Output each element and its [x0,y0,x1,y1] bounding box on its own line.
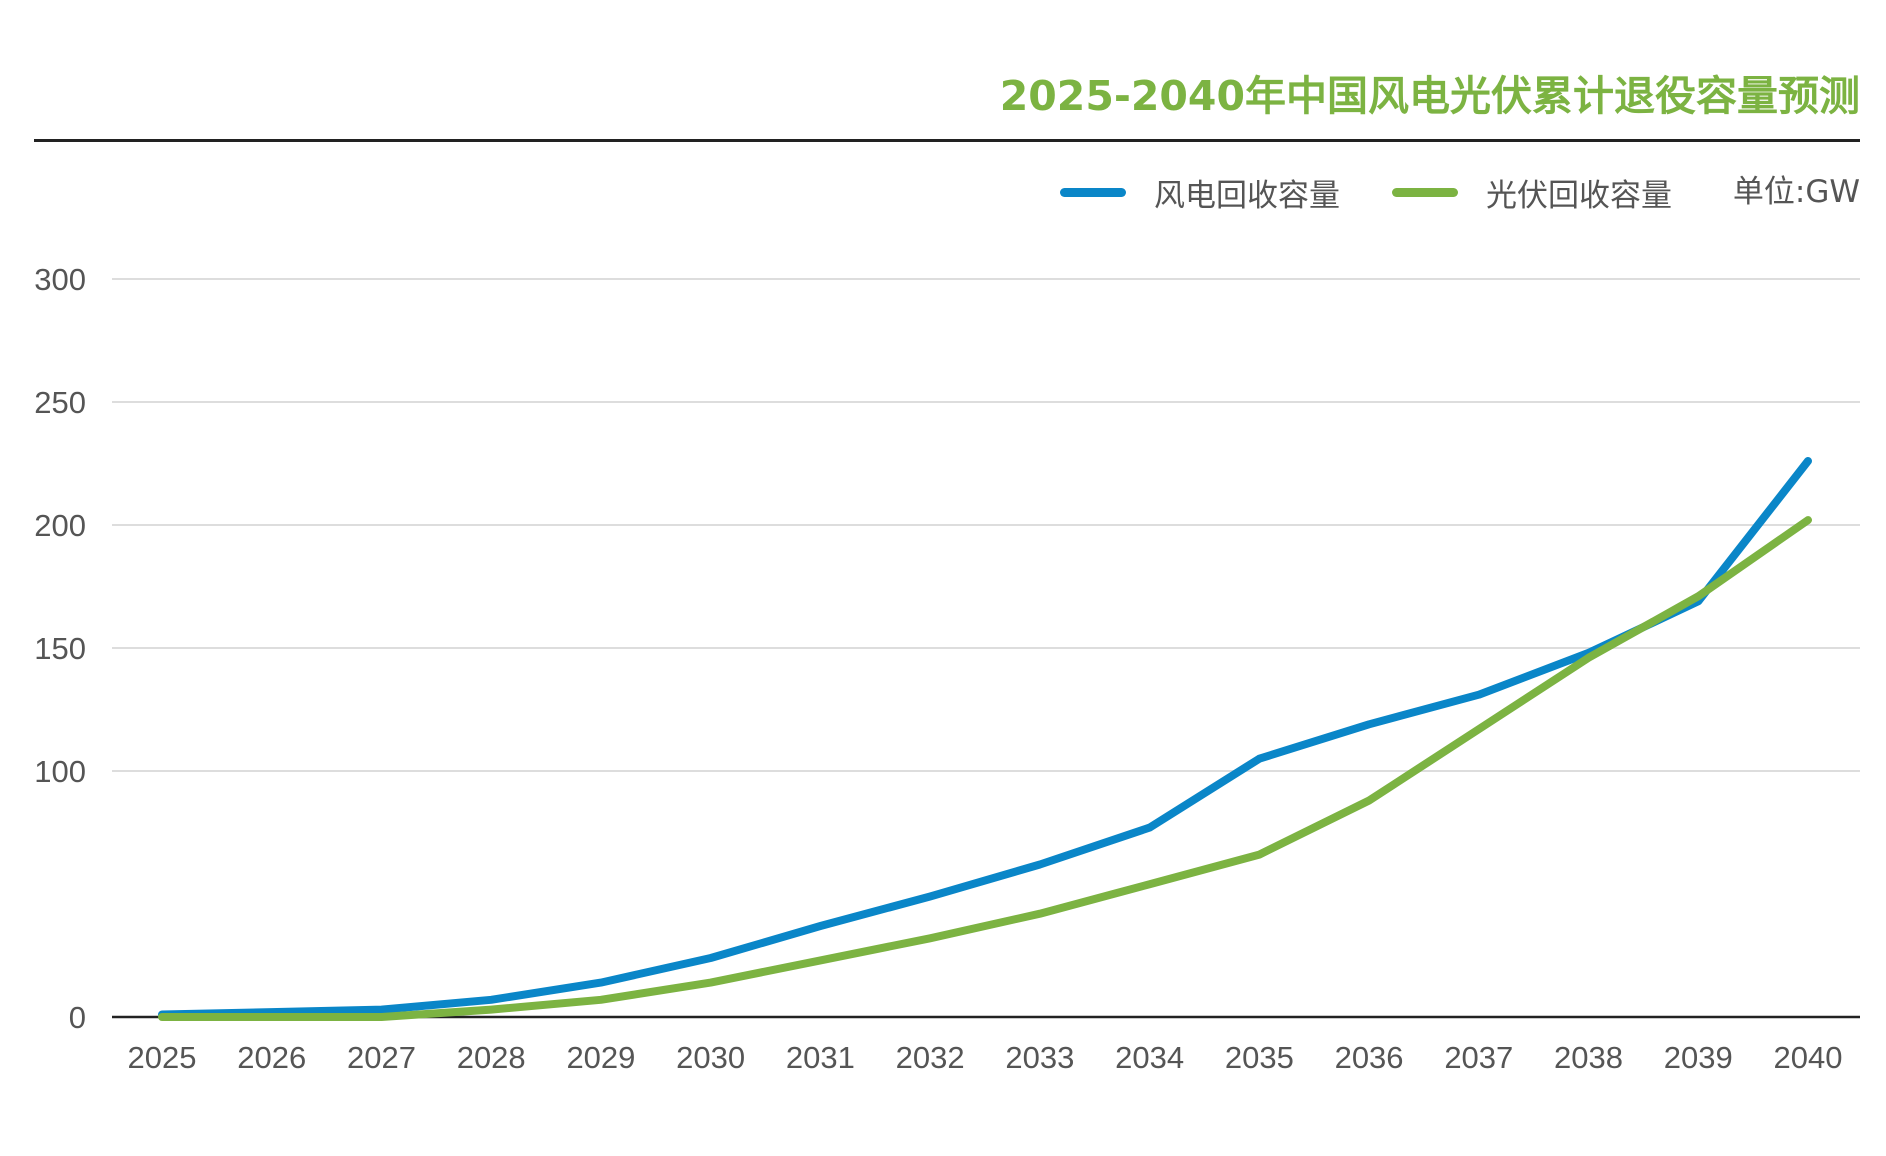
x-tick-label: 2033 [1005,1040,1074,1075]
x-tick-label: 2032 [896,1040,965,1075]
y-axis: 0 100 150 200 250 300 [34,262,86,1035]
x-axis: 2025 2026 2027 2028 2029 2030 2031 2032 2033 2034… [128,1040,1843,1075]
grid-layer [112,278,1860,772]
chart-title: 2025-2040年中国风电光伏累计退役容量预测 [999,72,1860,120]
x-tick-label: 2039 [1664,1040,1733,1075]
x-tick-label: 2037 [1444,1040,1513,1075]
x-tick-label: 2030 [676,1040,745,1075]
series-line-wind [158,457,1812,1019]
x-tick-label: 2035 [1225,1040,1294,1075]
unit-label: 单位:GW [1732,174,1860,210]
x-tick-label: 2027 [347,1040,416,1075]
legend-swatch-pv [1392,187,1458,197]
legend-swatch-wind [1060,187,1126,197]
y-tick-label: 100 [34,754,86,789]
x-tick-label: 2038 [1554,1040,1623,1075]
legend-item-pv: 光伏回收容量 [1392,172,1672,214]
y-tick-label: 0 [69,1000,86,1035]
x-tick-label: 2031 [786,1040,855,1075]
title-divider [34,139,1860,142]
series-line-pv [158,516,1812,1021]
y-tick-label: 150 [34,631,86,666]
series-layer [158,457,1812,1021]
x-tick-label: 2029 [566,1040,635,1075]
y-tick-label: 250 [34,385,86,420]
x-tick-label: 2028 [457,1040,526,1075]
x-tick-label: 2026 [237,1040,306,1075]
y-tick-label: 300 [34,262,86,297]
legend-label-pv: 光伏回收容量 [1486,177,1672,214]
x-tick-label: 2036 [1335,1040,1404,1075]
x-tick-label: 2034 [1115,1040,1184,1075]
x-tick-label: 2025 [128,1040,197,1075]
x-tick-label: 2040 [1774,1040,1843,1075]
y-tick-label: 200 [34,508,86,543]
legend-item-wind: 风电回收容量 [1060,172,1340,214]
legend-label-wind: 风电回收容量 [1154,177,1340,214]
